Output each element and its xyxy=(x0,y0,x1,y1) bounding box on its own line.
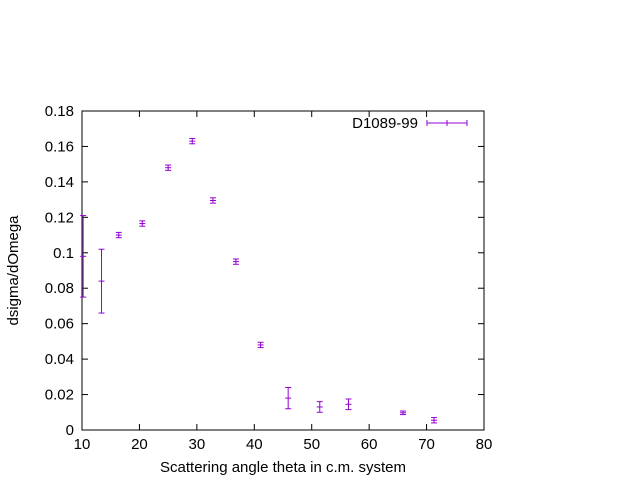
data-point xyxy=(80,215,87,298)
data-point xyxy=(98,248,105,314)
data-point xyxy=(345,398,352,411)
legend-label: D1089-99 xyxy=(352,115,418,132)
y-tick-label: 0.18 xyxy=(45,103,74,120)
y-tick-label: 0.14 xyxy=(45,174,74,191)
data-point xyxy=(165,164,172,171)
data-points xyxy=(80,137,438,424)
data-point xyxy=(232,258,239,265)
x-tick-label: 50 xyxy=(303,436,320,453)
y-axis-ticks: 0 0.02 0.04 0.06 0.08 0.1 0.12 0.14 0.16 0.18 xyxy=(45,103,484,439)
y-tick-label: 0.08 xyxy=(45,280,74,297)
data-point xyxy=(189,137,196,145)
x-axis-ticks: 10 20 30 40 50 60 70 80 xyxy=(74,111,493,453)
x-tick-label: 30 xyxy=(189,436,206,453)
y-tick-label: 0.1 xyxy=(53,245,74,262)
y-tick-label: 0 xyxy=(66,422,74,439)
data-point xyxy=(285,386,292,410)
data-point xyxy=(139,220,146,227)
y-tick-label: 0.02 xyxy=(45,387,74,404)
data-point xyxy=(431,417,438,424)
x-tick-label: 10 xyxy=(74,436,91,453)
data-point xyxy=(316,401,323,413)
legend-sample-errorbar xyxy=(426,120,468,126)
data-point xyxy=(400,410,407,416)
y-tick-label: 0.06 xyxy=(45,316,74,333)
x-axis-title: Scattering angle theta in c.m. system xyxy=(160,459,406,476)
plot-frame xyxy=(81,110,485,431)
y-tick-label: 0.12 xyxy=(45,209,74,226)
x-tick-label: 70 xyxy=(418,436,435,453)
data-point xyxy=(257,341,264,349)
data-point xyxy=(115,231,122,239)
x-tick-label: 80 xyxy=(476,436,493,453)
x-tick-label: 20 xyxy=(131,436,148,453)
legend: D1089-99 xyxy=(352,115,468,132)
y-tick-label: 0.04 xyxy=(45,351,74,368)
y-axis-title: dsigma/dOmega xyxy=(5,215,22,326)
y-tick-label: 0.16 xyxy=(45,138,74,155)
x-tick-label: 40 xyxy=(246,436,263,453)
data-point xyxy=(209,197,216,204)
x-tick-label: 60 xyxy=(361,436,378,453)
